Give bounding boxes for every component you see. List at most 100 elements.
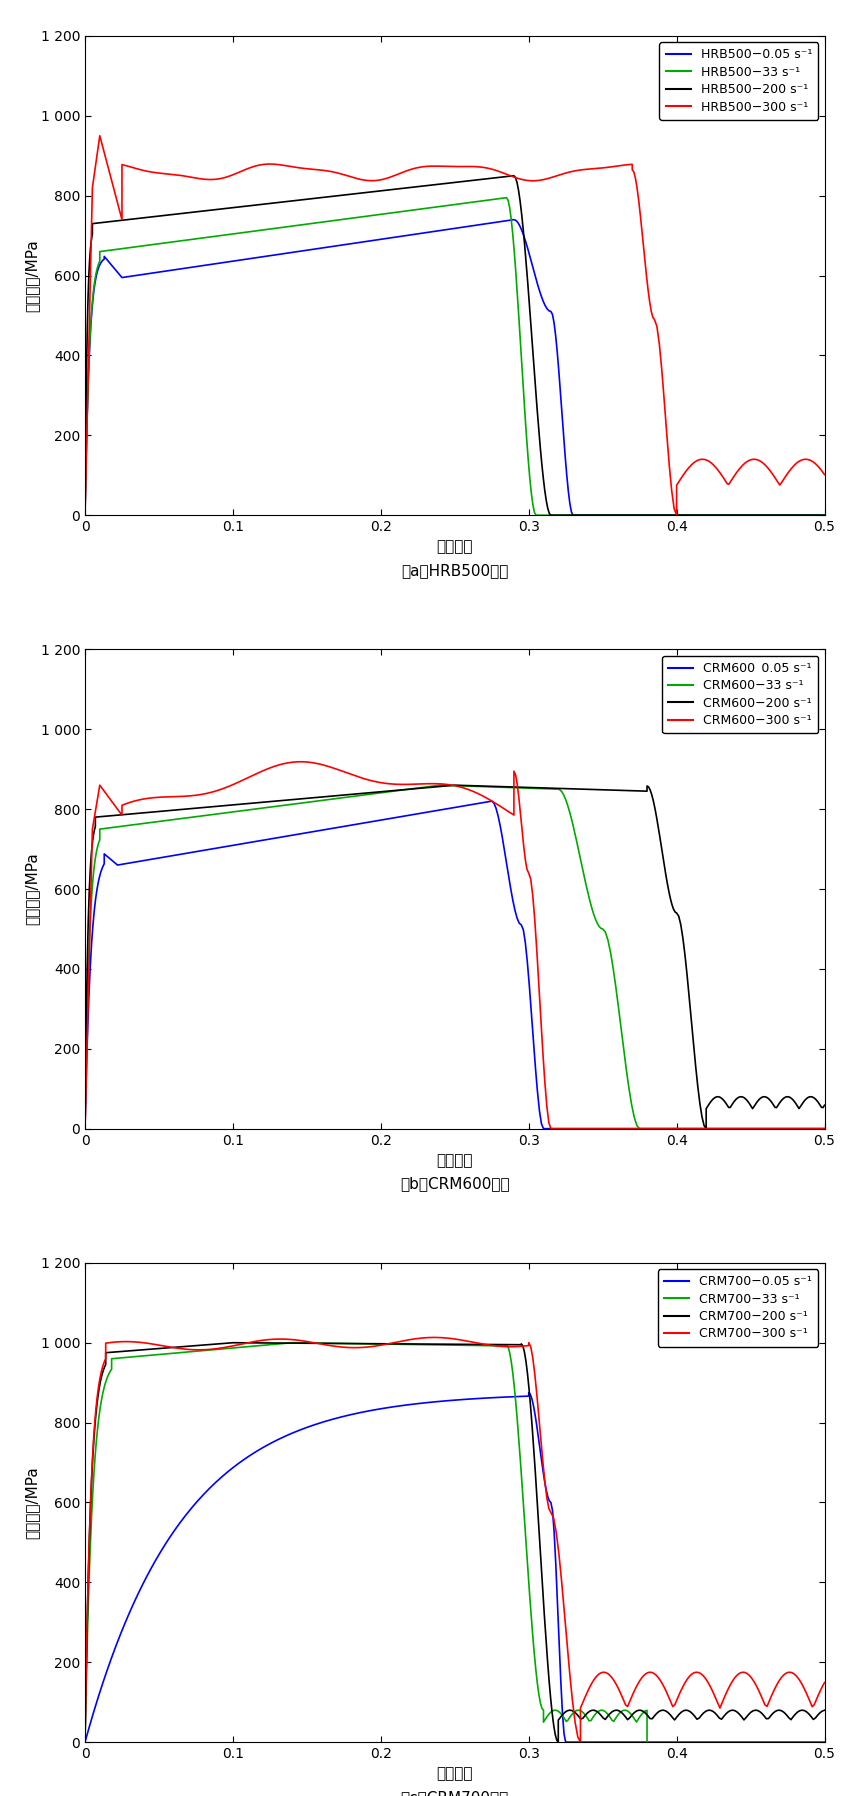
CRM600−300 s⁻¹	[473, 783, 484, 805]
CRM600−200 s⁻¹	[81, 1065, 91, 1087]
CRM700−33 s⁻¹	[386, 1333, 396, 1354]
Line: CRM600−200 s⁻¹: CRM600−200 s⁻¹	[85, 785, 824, 1128]
CRM700−200 s⁻¹	[83, 1566, 94, 1588]
HRB500−33 s⁻¹	[362, 205, 372, 226]
Line: CRM600 0.05 s⁻¹: CRM600 0.05 s⁻¹	[85, 801, 824, 1128]
CRM600−33 s⁻¹	[548, 778, 558, 799]
CRM600 0.05 s⁻¹	[163, 846, 173, 867]
CRM600−33 s⁻¹	[88, 869, 98, 891]
HRB500−33 s⁻¹	[389, 201, 400, 223]
CRM700−200 s⁻¹	[819, 1699, 830, 1721]
CRM700−200 s⁻¹	[80, 1731, 90, 1753]
CRM600−300 s⁻¹	[178, 785, 189, 806]
Text: （c）CRM700锁杆: （c）CRM700锁杆	[400, 1791, 509, 1796]
CRM700−300 s⁻¹	[819, 1672, 830, 1694]
HRB500−200 s⁻¹	[80, 505, 90, 526]
HRB500−0.05 s⁻¹	[509, 208, 519, 230]
CRM700−300 s⁻¹	[160, 1336, 170, 1358]
CRM700−0.05 s⁻¹	[386, 1397, 396, 1419]
CRM600 0.05 s⁻¹	[121, 853, 131, 875]
CRM600−33 s⁻¹	[415, 778, 425, 799]
HRB500−300 s⁻¹	[80, 505, 90, 526]
X-axis label: 工程应变: 工程应变	[437, 1153, 473, 1167]
HRB500−0.05 s⁻¹	[80, 505, 90, 526]
HRB500−300 s⁻¹	[260, 153, 270, 174]
CRM700−300 s⁻¹	[253, 1331, 264, 1352]
CRM600−33 s⁻¹	[292, 792, 302, 814]
HRB500−200 s⁻¹	[181, 203, 191, 224]
Y-axis label: 工程应力/MPa: 工程应力/MPa	[25, 239, 39, 313]
CRM700−200 s⁻¹	[533, 1507, 543, 1528]
CRM700−0.05 s⁻¹	[507, 1387, 518, 1408]
CRM700−33 s⁻¹	[287, 1333, 298, 1354]
Legend: HRB500−0.05 s⁻¹, HRB500−33 s⁻¹, HRB500−200 s⁻¹, HRB500−300 s⁻¹: HRB500−0.05 s⁻¹, HRB500−33 s⁻¹, HRB500−2…	[660, 41, 819, 120]
Y-axis label: 工程应力/MPa: 工程应力/MPa	[25, 1466, 39, 1539]
CRM600−200 s⁻¹	[660, 864, 671, 885]
CRM600−200 s⁻¹	[80, 1117, 90, 1139]
HRB500−0.05 s⁻¹	[222, 251, 232, 273]
HRB500−0.05 s⁻¹	[411, 223, 422, 244]
HRB500−200 s⁻¹	[819, 505, 830, 526]
CRM600−200 s⁻¹	[257, 792, 267, 814]
CRM600−300 s⁻¹	[80, 1117, 90, 1139]
Line: CRM700−0.05 s⁻¹: CRM700−0.05 s⁻¹	[85, 1392, 824, 1742]
CRM700−200 s⁻¹	[242, 1333, 252, 1354]
HRB500−300 s⁻¹	[518, 169, 529, 190]
HRB500−0.05 s⁻¹	[230, 250, 241, 271]
Line: HRB500−200 s⁻¹: HRB500−200 s⁻¹	[85, 176, 824, 515]
CRM700−0.05 s⁻¹	[819, 1731, 830, 1753]
HRB500−33 s⁻¹	[819, 505, 830, 526]
Line: HRB500−0.05 s⁻¹: HRB500−0.05 s⁻¹	[85, 219, 824, 515]
HRB500−200 s⁻¹	[135, 207, 145, 228]
HRB500−33 s⁻¹	[351, 207, 361, 228]
CRM600 0.05 s⁻¹	[819, 1117, 830, 1139]
HRB500−0.05 s⁻¹	[562, 463, 572, 485]
HRB500−200 s⁻¹	[83, 284, 94, 305]
HRB500−200 s⁻¹	[540, 480, 550, 501]
Line: CRM700−200 s⁻¹: CRM700−200 s⁻¹	[85, 1343, 824, 1742]
CRM700−300 s⁻¹	[82, 1609, 93, 1631]
Legend: CRM600 0.05 s⁻¹, CRM600−33 s⁻¹, CRM600−200 s⁻¹, CRM600−300 s⁻¹: CRM600 0.05 s⁻¹, CRM600−33 s⁻¹, CRM600−2…	[662, 656, 819, 733]
CRM700−200 s⁻¹	[390, 1333, 400, 1354]
HRB500−300 s⁻¹	[810, 453, 820, 474]
HRB500−300 s⁻¹	[475, 156, 485, 178]
HRB500−300 s⁻¹	[414, 156, 424, 178]
HRB500−33 s⁻¹	[513, 284, 523, 305]
CRM700−33 s⁻¹	[80, 1731, 90, 1753]
Text: （b）CRM600锁杆: （b）CRM600锁杆	[400, 1176, 509, 1191]
CRM600−300 s⁻¹	[469, 781, 479, 803]
HRB500−200 s⁻¹	[509, 165, 519, 187]
CRM600 0.05 s⁻¹	[156, 848, 166, 869]
CRM700−200 s⁻¹	[271, 1333, 281, 1354]
HRB500−300 s⁻¹	[94, 126, 105, 147]
Line: CRM700−300 s⁻¹: CRM700−300 s⁻¹	[85, 1338, 824, 1742]
CRM600−33 s⁻¹	[819, 1117, 830, 1139]
CRM700−300 s⁻¹	[600, 1661, 610, 1683]
CRM600 0.05 s⁻¹	[80, 1117, 90, 1139]
HRB500−0.05 s⁻¹	[100, 246, 110, 268]
CRM600−33 s⁻¹	[570, 823, 580, 844]
CRM600−200 s⁻¹	[819, 1094, 830, 1115]
CRM600−33 s⁻¹	[220, 803, 230, 824]
Line: HRB500−300 s⁻¹: HRB500−300 s⁻¹	[85, 136, 824, 515]
HRB500−0.05 s⁻¹	[337, 233, 348, 255]
CRM700−0.05 s⁻¹	[135, 1579, 145, 1600]
CRM700−300 s⁻¹	[80, 1731, 90, 1753]
HRB500−200 s⁻¹	[84, 248, 94, 269]
CRM600−300 s⁻¹	[297, 751, 307, 772]
CRM600−300 s⁻¹	[422, 772, 432, 794]
CRM700−0.05 s⁻¹	[80, 1731, 90, 1753]
CRM700−0.05 s⁻¹	[118, 1616, 128, 1638]
CRM600 0.05 s⁻¹	[190, 841, 201, 862]
Line: CRM700−33 s⁻¹: CRM700−33 s⁻¹	[85, 1343, 824, 1742]
CRM700−33 s⁻¹	[159, 1343, 169, 1365]
HRB500−0.05 s⁻¹	[819, 505, 830, 526]
CRM700−300 s⁻¹	[95, 1367, 105, 1388]
CRM600−200 s⁻¹	[450, 774, 460, 796]
CRM600−300 s⁻¹	[819, 1117, 830, 1139]
CRM700−33 s⁻¹	[566, 1704, 576, 1726]
Legend: CRM700−0.05 s⁻¹, CRM700−33 s⁻¹, CRM700−200 s⁻¹, CRM700−300 s⁻¹: CRM700−0.05 s⁻¹, CRM700−33 s⁻¹, CRM700−2…	[658, 1270, 819, 1347]
CRM600−300 s⁻¹	[489, 792, 499, 814]
CRM600−200 s⁻¹	[117, 805, 128, 826]
CRM600 0.05 s⁻¹	[486, 790, 496, 812]
